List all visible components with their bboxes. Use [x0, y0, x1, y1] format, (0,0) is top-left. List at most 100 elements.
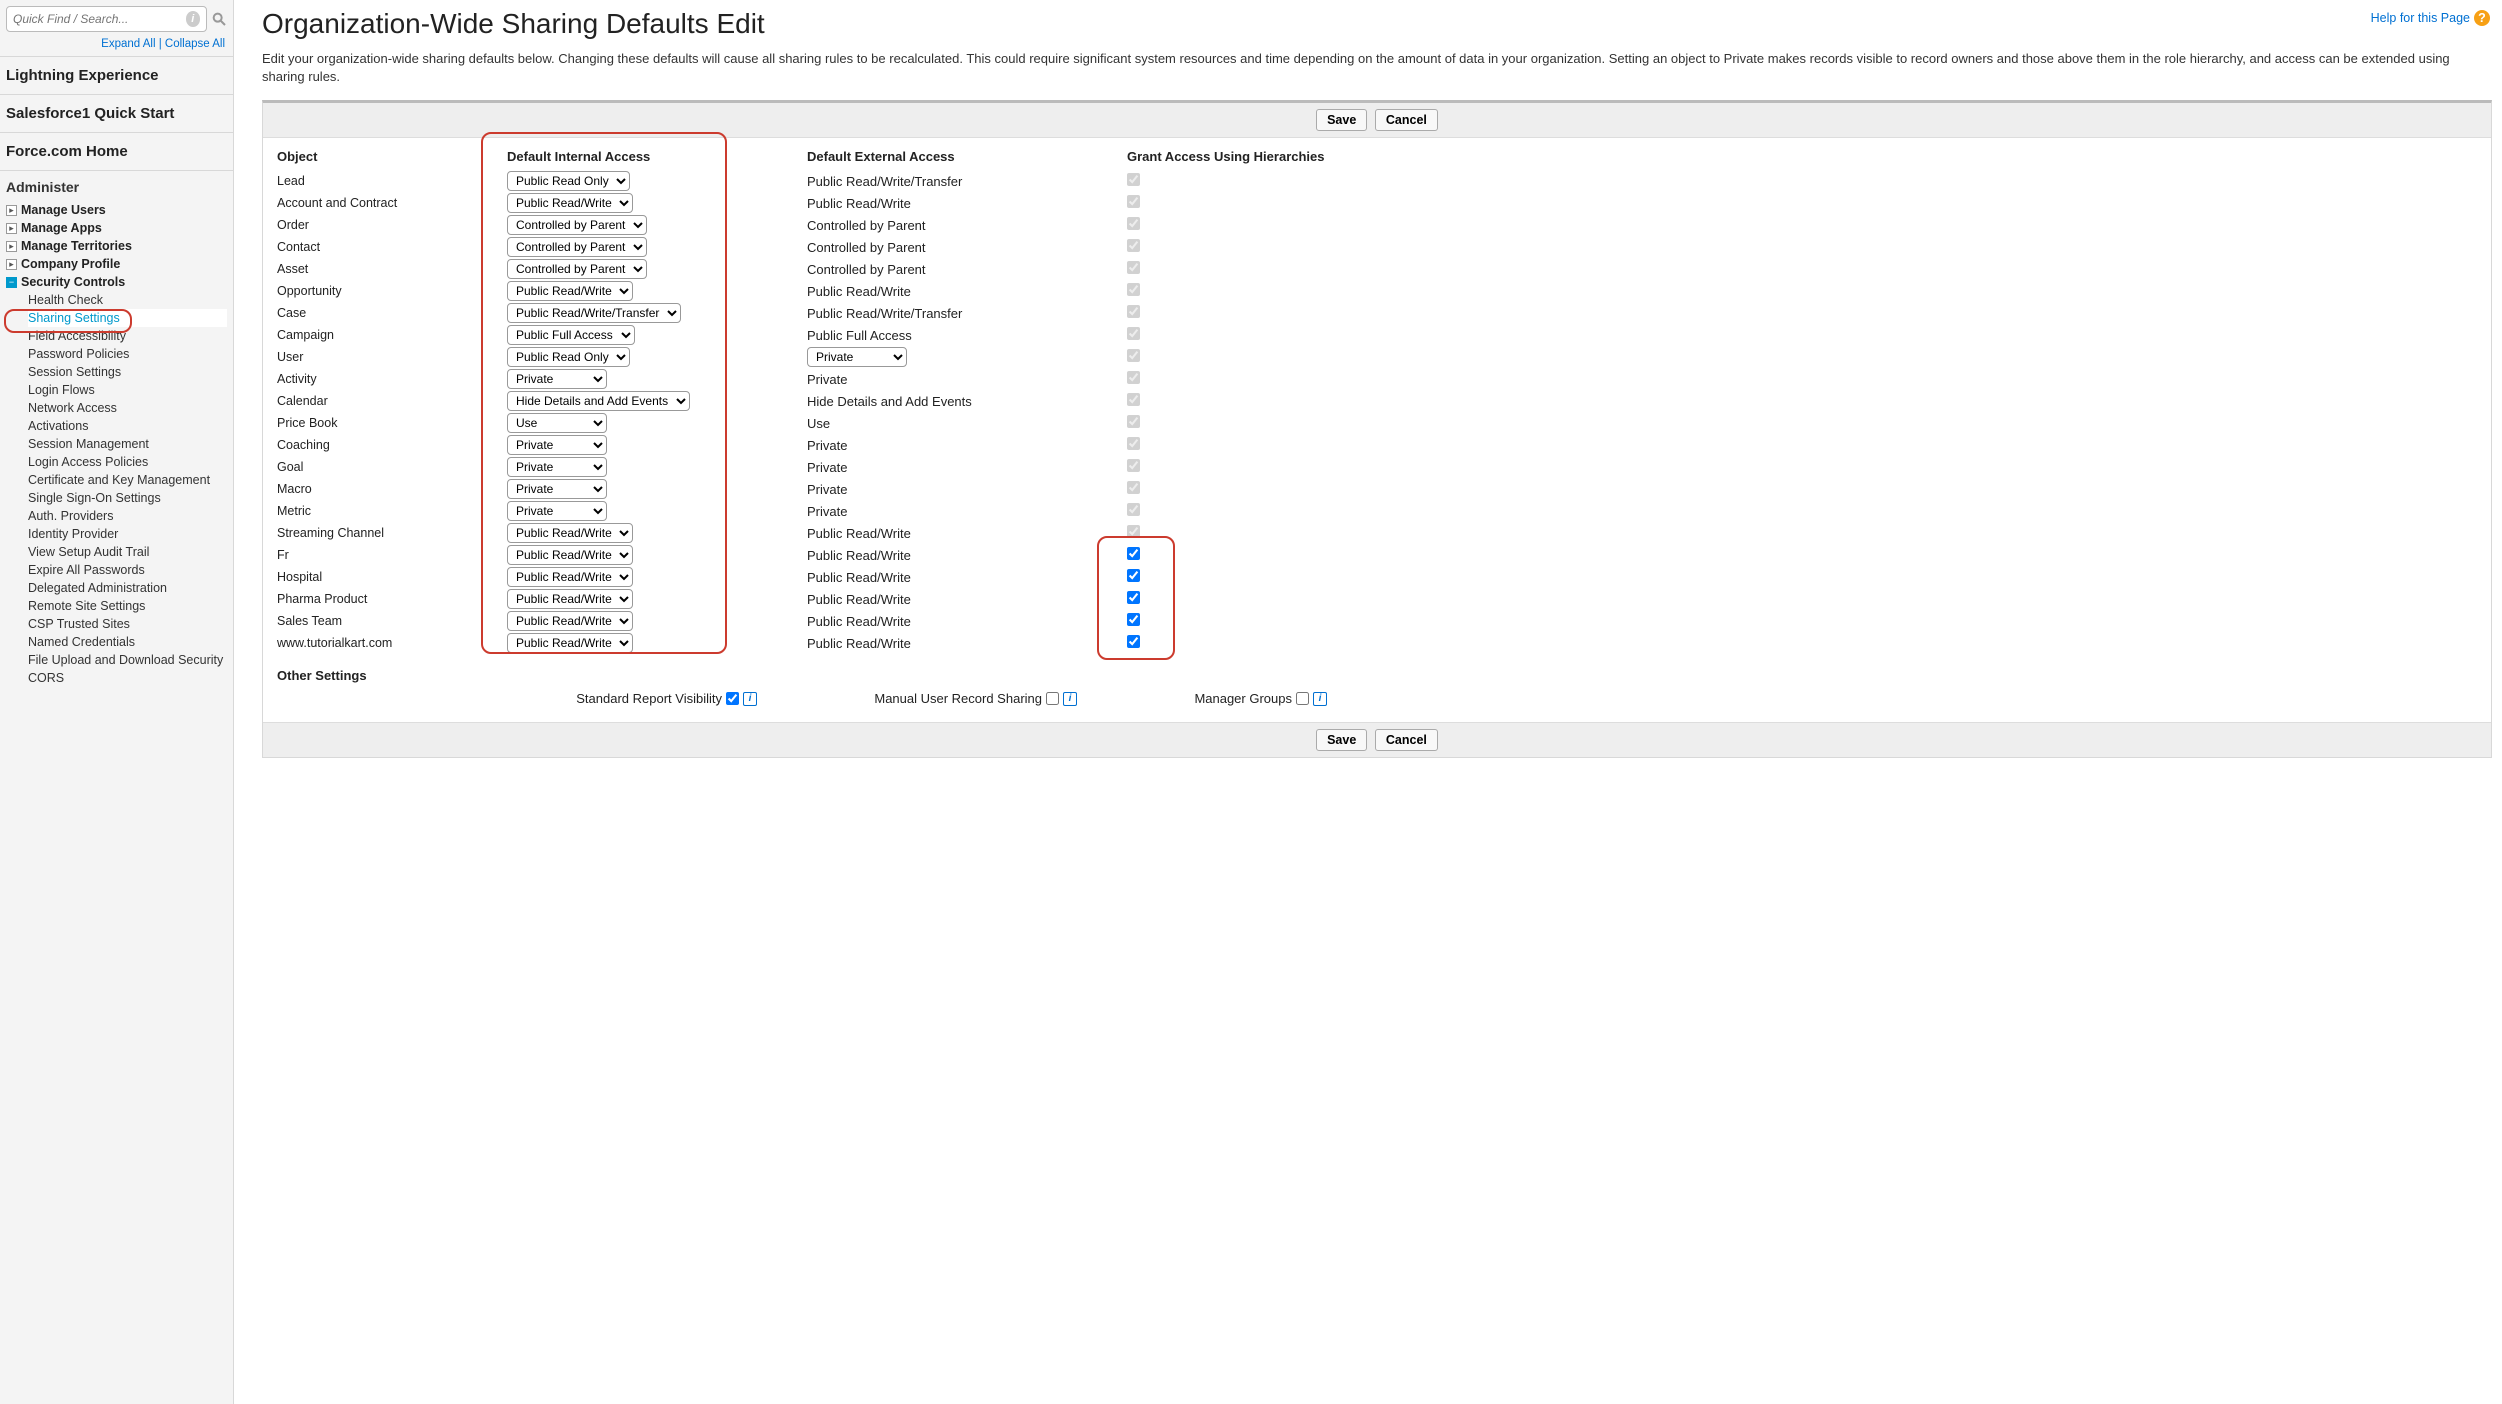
internal-access-select[interactable]: Public Read/Write: [507, 193, 633, 213]
internal-access-select[interactable]: Public Read/Write/Transfer: [507, 303, 681, 323]
hierarchy-checkbox[interactable]: [1127, 613, 1140, 626]
subtree-link[interactable]: Sharing Settings: [28, 309, 227, 327]
subtree-link[interactable]: Identity Provider: [28, 525, 227, 543]
internal-access-select[interactable]: Public Read/Write: [507, 589, 633, 609]
cancel-button-bottom[interactable]: Cancel: [1375, 729, 1438, 751]
internal-access-select[interactable]: Use: [507, 413, 607, 433]
twisty-icon[interactable]: ▸: [6, 205, 17, 216]
std-report-checkbox[interactable]: [726, 692, 739, 705]
hierarchy-checkbox: [1127, 217, 1140, 230]
sidebar-section-force[interactable]: Force.com Home: [0, 132, 233, 170]
external-access-text: Public Read/Write: [807, 636, 1127, 651]
info-icon[interactable]: i: [1063, 692, 1077, 706]
external-access-text: Public Read/Write: [807, 284, 1127, 299]
manager-groups-label: Manager Groups: [1194, 691, 1292, 706]
internal-access-select[interactable]: Controlled by Parent: [507, 259, 647, 279]
sidebar-section-lightning[interactable]: Lightning Experience: [0, 56, 233, 94]
collapse-all-link[interactable]: Collapse All: [165, 38, 225, 50]
save-button-top[interactable]: Save: [1316, 109, 1367, 131]
internal-access-select[interactable]: Public Read/Write: [507, 545, 633, 565]
internal-access-select[interactable]: Private: [507, 457, 607, 477]
internal-access-select[interactable]: Private: [507, 369, 607, 389]
hierarchy-checkbox: [1127, 371, 1140, 384]
tree-item[interactable]: ▸Manage Territories: [6, 237, 227, 255]
sharing-row: Sales TeamPublic Read/WritePublic Read/W…: [277, 610, 2477, 632]
external-access-select[interactable]: Private: [807, 347, 907, 367]
twisty-icon[interactable]: ▸: [6, 241, 17, 252]
internal-access-select[interactable]: Private: [507, 501, 607, 521]
manager-groups-checkbox[interactable]: [1296, 692, 1309, 705]
col-header-internal: Default Internal Access: [507, 149, 807, 164]
sharing-row: Streaming ChannelPublic Read/WritePublic…: [277, 522, 2477, 544]
subtree-link[interactable]: Network Access: [28, 399, 227, 417]
sharing-row: Account and ContractPublic Read/WritePub…: [277, 192, 2477, 214]
object-name: User: [277, 350, 507, 364]
info-icon[interactable]: i: [743, 692, 757, 706]
external-access-text: Controlled by Parent: [807, 218, 1127, 233]
hierarchy-checkbox[interactable]: [1127, 591, 1140, 604]
quick-find-input[interactable]: [13, 12, 182, 26]
internal-access-select[interactable]: Public Read/Write: [507, 281, 633, 301]
subtree-link[interactable]: CSP Trusted Sites: [28, 615, 227, 633]
subtree-link[interactable]: Session Settings: [28, 363, 227, 381]
internal-access-select[interactable]: Public Read/Write: [507, 523, 633, 543]
subtree-link[interactable]: Single Sign-On Settings: [28, 489, 227, 507]
subtree-link[interactable]: Certificate and Key Management: [28, 471, 227, 489]
twisty-icon[interactable]: ▸: [6, 259, 17, 270]
internal-access-select[interactable]: Private: [507, 435, 607, 455]
button-bar-bottom: Save Cancel: [263, 722, 2491, 757]
internal-access-select[interactable]: Public Read Only: [507, 171, 630, 191]
sharing-row: FrPublic Read/WritePublic Read/Write: [277, 544, 2477, 566]
tree-item[interactable]: ▸Company Profile: [6, 255, 227, 273]
external-access-text: Private: [807, 460, 1127, 475]
internal-access-select[interactable]: Public Read/Write: [507, 611, 633, 631]
external-access-text: Public Read/Write: [807, 548, 1127, 563]
object-name: Goal: [277, 460, 507, 474]
sidebar-section-sf1[interactable]: Salesforce1 Quick Start: [0, 94, 233, 132]
tree-item[interactable]: ▸Manage Apps: [6, 219, 227, 237]
subtree-link[interactable]: Delegated Administration: [28, 579, 227, 597]
subtree-link[interactable]: Remote Site Settings: [28, 597, 227, 615]
save-button-bottom[interactable]: Save: [1316, 729, 1367, 751]
manual-user-label: Manual User Record Sharing: [874, 691, 1042, 706]
hierarchy-checkbox[interactable]: [1127, 635, 1140, 648]
subtree-link[interactable]: View Setup Audit Trail: [28, 543, 227, 561]
internal-access-select[interactable]: Controlled by Parent: [507, 215, 647, 235]
hierarchy-checkbox[interactable]: [1127, 569, 1140, 582]
hierarchy-checkbox[interactable]: [1127, 547, 1140, 560]
tree-item-security-controls[interactable]: − Security Controls: [6, 273, 227, 291]
internal-access-select[interactable]: Private: [507, 479, 607, 499]
subtree-link[interactable]: Health Check: [28, 291, 227, 309]
info-icon[interactable]: i: [1313, 692, 1327, 706]
object-name: Hospital: [277, 570, 507, 584]
manual-user-checkbox[interactable]: [1046, 692, 1059, 705]
internal-access-select[interactable]: Public Full Access: [507, 325, 635, 345]
internal-access-select[interactable]: Public Read/Write: [507, 567, 633, 587]
subtree-link[interactable]: Password Policies: [28, 345, 227, 363]
subtree-link[interactable]: Named Credentials: [28, 633, 227, 651]
internal-access-select[interactable]: Public Read Only: [507, 347, 630, 367]
subtree-link[interactable]: File Upload and Download Security: [28, 651, 227, 669]
internal-access-select[interactable]: Hide Details and Add Events: [507, 391, 690, 411]
subtree-link[interactable]: Expire All Passwords: [28, 561, 227, 579]
internal-access-select[interactable]: Public Read/Write: [507, 633, 633, 653]
help-link[interactable]: Help for this Page?: [2371, 10, 2490, 26]
sharing-row: OpportunityPublic Read/WritePublic Read/…: [277, 280, 2477, 302]
subtree-link[interactable]: Auth. Providers: [28, 507, 227, 525]
subtree-link[interactable]: CORS: [28, 669, 227, 687]
internal-access-select[interactable]: Controlled by Parent: [507, 237, 647, 257]
cancel-button-top[interactable]: Cancel: [1375, 109, 1438, 131]
expand-all-link[interactable]: Expand All: [101, 38, 155, 50]
sharing-row: HospitalPublic Read/WritePublic Read/Wri…: [277, 566, 2477, 588]
info-icon: i: [186, 11, 200, 27]
admin-tree: ▸Manage Users▸Manage Apps▸Manage Territo…: [0, 201, 233, 695]
subtree-link[interactable]: Activations: [28, 417, 227, 435]
subtree-link[interactable]: Field Accessibility: [28, 327, 227, 345]
search-icon[interactable]: [211, 11, 227, 27]
subtree-link[interactable]: Session Management: [28, 435, 227, 453]
subtree-link[interactable]: Login Access Policies: [28, 453, 227, 471]
twisty-icon[interactable]: ▸: [6, 223, 17, 234]
subtree-link[interactable]: Login Flows: [28, 381, 227, 399]
twisty-open-icon[interactable]: −: [6, 277, 17, 288]
tree-item[interactable]: ▸Manage Users: [6, 201, 227, 219]
